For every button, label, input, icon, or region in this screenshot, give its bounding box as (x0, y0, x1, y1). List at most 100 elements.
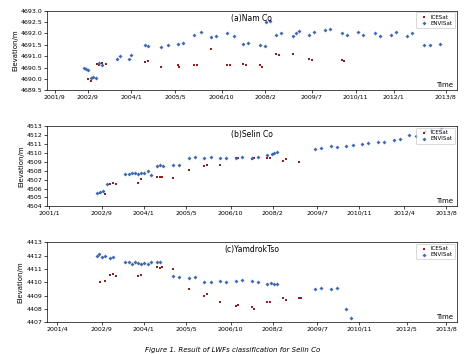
ENVISat (96, 189, 104, 195)
ICESat (94, 62, 101, 67)
ICESat (250, 306, 258, 312)
ENVISat (191, 154, 199, 159)
ENVISat (327, 26, 334, 32)
ENVISat (87, 75, 95, 81)
ICESat (223, 63, 231, 68)
ENVISat (191, 274, 199, 280)
ENVISat (144, 168, 151, 174)
ENVISat (268, 151, 276, 157)
ENVISat (207, 279, 214, 285)
ENVISat (380, 139, 388, 144)
ENVISat (239, 154, 246, 159)
ENVISat (310, 29, 318, 35)
ENVISat (223, 30, 231, 36)
ENVISat (113, 56, 121, 61)
ENVISat (106, 255, 113, 261)
Text: (a)Nam Co: (a)Nam Co (231, 14, 272, 23)
ICESat (137, 272, 145, 278)
ENVISat (141, 42, 149, 48)
ICESat (157, 265, 164, 270)
ICESat (102, 62, 110, 67)
ENVISat (100, 188, 107, 194)
ICESat (305, 56, 313, 61)
ICESat (207, 47, 214, 52)
ENVISat (343, 306, 350, 312)
ENVISat (134, 172, 142, 177)
ICESat (242, 63, 250, 68)
ICESat (308, 57, 315, 63)
ENVISat (125, 259, 132, 264)
ICESat (248, 156, 255, 162)
ICESat (185, 286, 192, 292)
ICESat (158, 174, 165, 180)
ICESat (298, 295, 305, 300)
Legend: ICESat, ENVISat: ICESat, ENVISat (416, 244, 455, 259)
ENVISat (355, 29, 362, 35)
ICESat (203, 162, 211, 168)
ENVISat (131, 259, 139, 265)
ICESat (216, 299, 224, 305)
ENVISat (371, 30, 378, 36)
ICESat (256, 63, 264, 68)
ENVISat (137, 261, 145, 267)
ENVISat (125, 56, 132, 61)
ICESat (144, 58, 152, 64)
ICESat (240, 62, 247, 67)
ENVISat (254, 279, 262, 284)
ENVISat (122, 172, 129, 177)
ENVISat (245, 40, 252, 45)
ENVISat (333, 144, 341, 150)
ENVISat (264, 281, 271, 286)
ENVISat (412, 133, 419, 139)
ICESat (295, 295, 303, 301)
ICESat (264, 155, 271, 160)
ICESat (232, 303, 240, 309)
ICESat (137, 176, 145, 182)
ENVISat (134, 260, 142, 266)
ENVISat (239, 278, 246, 283)
ICESat (275, 52, 282, 58)
ICESat (157, 175, 164, 180)
ENVISat (141, 260, 148, 266)
ENVISat (185, 155, 192, 160)
ICESat (153, 174, 161, 180)
ENVISat (131, 170, 139, 176)
ICESat (191, 63, 198, 68)
ICESat (266, 299, 274, 305)
ENVISat (158, 44, 165, 50)
ENVISat (421, 128, 429, 134)
ENVISat (164, 42, 171, 48)
ENVISat (109, 254, 116, 260)
ICESat (134, 181, 142, 186)
ICESat (84, 76, 91, 82)
ENVISat (207, 34, 214, 40)
ENVISat (327, 286, 334, 292)
ENVISat (266, 18, 274, 24)
ENVISat (338, 30, 346, 36)
ENVISat (159, 164, 167, 169)
ENVISat (405, 132, 413, 138)
ICESat (259, 64, 266, 69)
ENVISat (93, 190, 101, 196)
ENVISat (359, 32, 367, 38)
ICESat (106, 181, 113, 187)
ENVISat (343, 32, 350, 38)
ICESat (141, 59, 149, 65)
ENVISat (223, 279, 230, 285)
ENVISat (295, 28, 303, 34)
ENVISat (230, 33, 237, 39)
ICESat (106, 272, 113, 278)
ENVISat (191, 32, 198, 38)
Y-axis label: Elevation/m: Elevation/m (18, 145, 24, 187)
ENVISat (289, 33, 296, 39)
ENVISat (374, 139, 382, 145)
ICESat (235, 155, 242, 160)
ENVISat (347, 315, 355, 321)
ICESat (235, 302, 242, 308)
ENVISat (174, 41, 182, 46)
Y-axis label: Elevation/m: Elevation/m (12, 30, 18, 72)
ENVISat (343, 143, 350, 149)
Text: (c)YamdrokTso: (c)YamdrokTso (224, 245, 279, 255)
ENVISat (437, 126, 445, 132)
ENVISat (175, 274, 183, 280)
